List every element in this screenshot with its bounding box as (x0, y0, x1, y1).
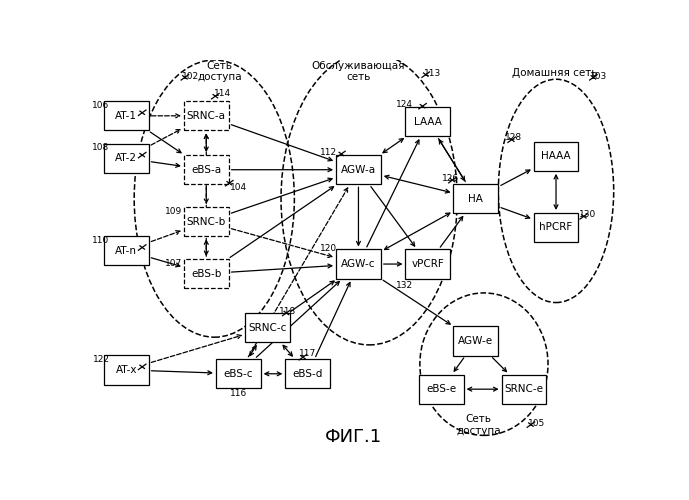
Text: 130: 130 (579, 210, 597, 220)
FancyBboxPatch shape (453, 326, 498, 356)
FancyBboxPatch shape (336, 250, 381, 278)
Text: hPCRF: hPCRF (539, 222, 573, 232)
Text: AGW-c: AGW-c (341, 259, 376, 269)
FancyBboxPatch shape (405, 107, 451, 136)
Text: Сеть
доступа: Сеть доступа (197, 60, 242, 82)
Text: Обслуживающая
сеть: Обслуживающая сеть (311, 60, 405, 82)
Text: ФИГ.1: ФИГ.1 (325, 428, 382, 446)
Text: AT-x: AT-x (116, 365, 137, 375)
Text: 112: 112 (320, 148, 337, 157)
Text: 109: 109 (165, 207, 182, 216)
Text: Домашняя сеть: Домашняя сеть (512, 68, 597, 78)
Text: 126: 126 (442, 174, 460, 182)
Text: 102: 102 (182, 72, 199, 81)
FancyBboxPatch shape (336, 155, 381, 184)
FancyBboxPatch shape (184, 101, 229, 130)
Text: AT-1: AT-1 (115, 111, 137, 121)
Text: Сеть
доступа: Сеть доступа (456, 414, 501, 436)
Text: eBS-d: eBS-d (293, 369, 323, 379)
FancyBboxPatch shape (405, 250, 451, 278)
FancyBboxPatch shape (533, 213, 579, 242)
Text: SRNC-e: SRNC-e (504, 384, 544, 394)
Text: vPCRF: vPCRF (411, 259, 444, 269)
Text: 106: 106 (92, 100, 110, 110)
Text: eBS-a: eBS-a (192, 164, 221, 174)
FancyBboxPatch shape (285, 359, 330, 388)
Text: HAAA: HAAA (542, 151, 570, 161)
FancyBboxPatch shape (104, 236, 149, 265)
Text: HA: HA (469, 194, 484, 203)
Text: AT-2: AT-2 (115, 153, 137, 163)
Text: 114: 114 (214, 90, 231, 98)
Text: eBS-e: eBS-e (426, 384, 456, 394)
Text: 132: 132 (395, 280, 413, 289)
Text: 117: 117 (299, 349, 316, 358)
FancyBboxPatch shape (533, 142, 579, 171)
Text: 108: 108 (92, 144, 110, 152)
Text: 105: 105 (528, 418, 546, 428)
FancyBboxPatch shape (502, 374, 546, 404)
Text: LAAA: LAAA (414, 116, 442, 126)
FancyBboxPatch shape (216, 359, 260, 388)
Text: 128: 128 (505, 132, 522, 141)
Text: AGW-a: AGW-a (341, 164, 376, 174)
Text: 107: 107 (165, 259, 182, 268)
FancyBboxPatch shape (104, 101, 149, 130)
Text: 120: 120 (320, 244, 337, 253)
FancyBboxPatch shape (104, 356, 149, 384)
Text: SRNC-a: SRNC-a (187, 111, 226, 121)
FancyBboxPatch shape (184, 155, 229, 184)
Text: AGW-e: AGW-e (458, 336, 493, 346)
FancyBboxPatch shape (419, 374, 464, 404)
Text: 104: 104 (229, 184, 247, 192)
Text: 118: 118 (279, 306, 296, 316)
Text: SRNC-b: SRNC-b (187, 216, 226, 226)
Text: 122: 122 (92, 355, 110, 364)
FancyBboxPatch shape (104, 144, 149, 173)
Text: 124: 124 (396, 100, 413, 109)
Text: 103: 103 (590, 72, 608, 80)
FancyBboxPatch shape (245, 313, 290, 342)
Text: 110: 110 (92, 236, 110, 246)
FancyBboxPatch shape (184, 259, 229, 288)
Text: AT-n: AT-n (115, 246, 137, 256)
Text: eBS-b: eBS-b (191, 268, 221, 278)
Text: SRNC-c: SRNC-c (249, 322, 287, 332)
Text: eBS-c: eBS-c (223, 369, 253, 379)
FancyBboxPatch shape (184, 207, 229, 236)
Text: 113: 113 (424, 69, 441, 78)
Text: 116: 116 (229, 388, 247, 398)
FancyBboxPatch shape (453, 184, 498, 213)
